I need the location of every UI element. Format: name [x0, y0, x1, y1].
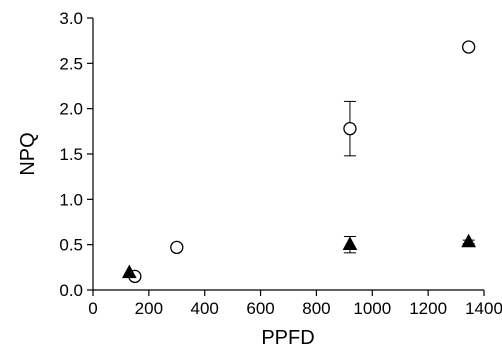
- x-tick-label: 1200: [409, 299, 447, 318]
- axes: [92, 18, 484, 291]
- y-tick-label: 0.5: [59, 236, 83, 255]
- y-tick-label: 0.0: [59, 281, 83, 300]
- y-ticks: 0.0 0.5 1.0 1.5 2.0 2.5 3.0: [59, 9, 93, 300]
- y-tick-label: 2.5: [59, 54, 83, 73]
- data-point-circle: [343, 121, 357, 136]
- x-tick-label: 1000: [353, 299, 391, 318]
- x-tick-label: 800: [302, 299, 330, 318]
- x-tick-label: 400: [191, 299, 219, 318]
- data-point-circle: [170, 240, 184, 255]
- data-point-triangle: [461, 233, 476, 248]
- data-marks: [121, 40, 476, 284]
- y-tick-label: 1.5: [59, 145, 83, 164]
- x-axis-title: PPFD: [261, 327, 314, 349]
- x-ticks: 0 200 400 600 800 1000 1200 1400: [88, 290, 502, 318]
- x-tick-label: 200: [135, 299, 163, 318]
- data-point-triangle: [121, 264, 137, 279]
- x-tick-label: 600: [246, 299, 274, 318]
- y-tick-label: 1.0: [59, 190, 83, 209]
- y-tick-label: 3.0: [59, 9, 83, 28]
- data-point-triangle: [342, 236, 358, 250]
- y-axis-title: NPQ: [17, 132, 39, 175]
- x-tick-label: 1400: [465, 299, 502, 318]
- y-tick-label: 2.0: [59, 100, 83, 119]
- data-point-circle: [461, 40, 476, 54]
- x-tick-label: 0: [88, 299, 97, 318]
